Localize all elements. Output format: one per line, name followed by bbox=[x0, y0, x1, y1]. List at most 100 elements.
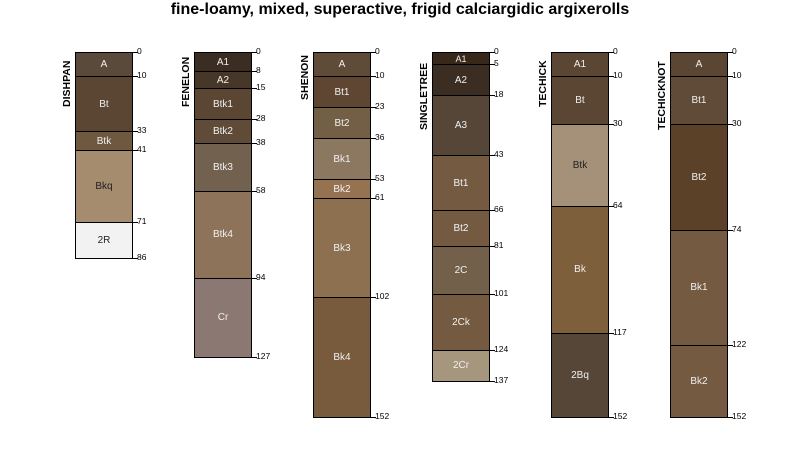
horizon-shenon-bk4: Bk4 bbox=[313, 296, 371, 418]
depth-tick bbox=[490, 294, 495, 296]
profile-name-techicknot: TECHICKNOT bbox=[656, 61, 668, 130]
profile-name-techick: TECHICK bbox=[537, 60, 549, 108]
depth-tick bbox=[728, 76, 733, 77]
horizon-shenon-a: A bbox=[313, 52, 371, 76]
depth-tick bbox=[133, 150, 138, 152]
horizon-techick-a1: A1 bbox=[551, 52, 609, 76]
horizon-techick-bt: Bt bbox=[551, 76, 609, 124]
depth-label: 102 bbox=[375, 290, 390, 301]
horizon-label: A1 bbox=[216, 56, 230, 68]
depth-label: 5 bbox=[494, 58, 499, 68]
depth-tick bbox=[609, 332, 614, 334]
depth-tick bbox=[490, 380, 495, 382]
horizon-label: Btk1 bbox=[212, 98, 233, 110]
depth-tick bbox=[609, 124, 614, 125]
depth-label: 71 bbox=[137, 216, 147, 227]
horizon-label: A1 bbox=[573, 59, 587, 70]
horizon-label: Bt1 bbox=[334, 86, 350, 98]
depth-tick bbox=[728, 344, 733, 346]
horizon-techick-btk: Btk bbox=[551, 124, 609, 206]
depth-tick bbox=[252, 88, 257, 89]
depth-label: 66 bbox=[494, 204, 504, 215]
depth-label: 81 bbox=[494, 240, 504, 251]
horizon-label: Btk bbox=[96, 135, 112, 147]
depth-tick bbox=[728, 229, 733, 231]
chart-title: fine-loamy, mixed, superactive, frigid c… bbox=[170, 1, 630, 18]
horizon-singletree-2c: 2C bbox=[432, 246, 490, 295]
horizon-label: Bt bbox=[99, 98, 109, 110]
horizon-label: Btk bbox=[572, 159, 588, 171]
depth-tick bbox=[133, 76, 138, 77]
profile-name-dishpan: DISHPAN bbox=[61, 60, 73, 108]
horizon-label: Bk1 bbox=[690, 282, 708, 294]
depth-label: 122 bbox=[732, 338, 747, 349]
horizon-fenelon-btk1: Btk1 bbox=[194, 88, 252, 120]
horizon-label: A bbox=[695, 59, 703, 70]
depth-tick bbox=[252, 71, 257, 73]
horizon-shenon-bk2: Bk2 bbox=[313, 179, 371, 199]
horizon-singletree-a1: A1 bbox=[432, 52, 490, 64]
depth-tick bbox=[371, 76, 376, 77]
depth-tick bbox=[133, 131, 138, 133]
profile-name-shenon: SHENON bbox=[299, 54, 311, 100]
horizon-dishpan-a: A bbox=[75, 52, 133, 76]
depth-tick bbox=[371, 107, 376, 109]
depth-label: 152 bbox=[732, 410, 747, 421]
horizon-techicknot-bk2: Bk2 bbox=[670, 344, 728, 418]
horizon-techick-2bq: 2Bq bbox=[551, 332, 609, 418]
depth-label: 0 bbox=[256, 46, 261, 56]
depth-label: 0 bbox=[137, 46, 142, 56]
depth-label: 0 bbox=[494, 46, 499, 56]
horizon-techicknot-bt1: Bt1 bbox=[670, 76, 728, 124]
depth-tick bbox=[490, 64, 495, 65]
horizon-label: Cr bbox=[217, 312, 229, 324]
horizon-label: Bt bbox=[575, 95, 585, 106]
horizon-label: A2 bbox=[454, 74, 468, 86]
depth-label: 30 bbox=[613, 118, 623, 128]
depth-label: 101 bbox=[494, 288, 509, 299]
horizon-shenon-bt2: Bt2 bbox=[313, 107, 371, 139]
depth-label: 64 bbox=[613, 199, 623, 210]
horizon-label: A3 bbox=[454, 120, 468, 132]
depth-label: 28 bbox=[256, 113, 266, 124]
depth-tick bbox=[609, 76, 614, 77]
horizon-label: 2Ck bbox=[452, 316, 470, 328]
depth-tick bbox=[490, 52, 495, 53]
depth-label: 10 bbox=[732, 70, 742, 80]
horizon-label: Bk3 bbox=[333, 242, 351, 254]
horizon-singletree-2ck: 2Ck bbox=[432, 294, 490, 350]
horizon-label: Bk2 bbox=[333, 183, 351, 195]
depth-label: 18 bbox=[494, 89, 504, 100]
horizon-shenon-bk1: Bk1 bbox=[313, 138, 371, 180]
depth-tick bbox=[371, 138, 376, 140]
depth-tick bbox=[728, 124, 733, 125]
horizon-label: 2Cr bbox=[452, 360, 470, 372]
horizon-label: Bk bbox=[574, 264, 586, 276]
depth-label: 43 bbox=[494, 149, 504, 160]
horizon-label: Bk4 bbox=[333, 351, 351, 363]
horizon-dishpan-bt: Bt bbox=[75, 76, 133, 132]
depth-label: 86 bbox=[137, 252, 147, 263]
depth-label: 10 bbox=[375, 70, 385, 80]
horizon-singletree-bt1: Bt1 bbox=[432, 155, 490, 211]
horizon-techicknot-bk1: Bk1 bbox=[670, 229, 728, 345]
depth-label: 152 bbox=[613, 410, 628, 421]
depth-tick bbox=[490, 349, 495, 351]
depth-tick bbox=[371, 296, 376, 298]
horizon-dishpan-bkq: Bkq bbox=[75, 150, 133, 223]
horizon-label: Bkq bbox=[95, 181, 113, 193]
depth-tick bbox=[609, 52, 614, 53]
depth-label: 41 bbox=[137, 144, 147, 155]
depth-tick bbox=[490, 210, 495, 212]
horizon-label: 2C bbox=[454, 265, 468, 277]
depth-tick bbox=[609, 416, 614, 418]
depth-label: 15 bbox=[256, 82, 266, 92]
horizon-label: A bbox=[338, 59, 346, 70]
depth-label: 30 bbox=[732, 118, 742, 128]
horizon-singletree-2cr: 2Cr bbox=[432, 349, 490, 382]
depth-tick bbox=[490, 95, 495, 97]
depth-tick bbox=[371, 52, 376, 53]
horizon-fenelon-btk3: Btk3 bbox=[194, 143, 252, 192]
depth-label: 124 bbox=[494, 343, 509, 354]
